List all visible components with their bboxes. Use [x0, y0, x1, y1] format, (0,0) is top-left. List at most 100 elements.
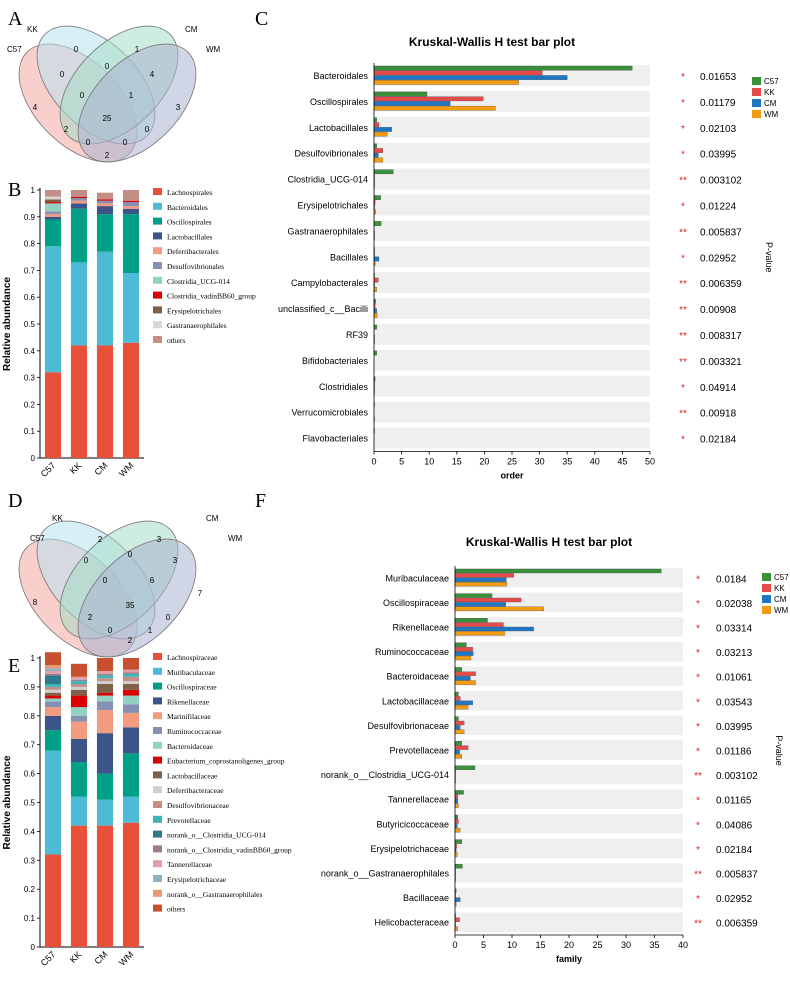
stack-segment-lactobacillaceae — [70, 689, 88, 696]
venn-label-wm: WM — [228, 534, 243, 543]
venn-count: 4 — [150, 70, 155, 79]
significance-stars: * — [696, 894, 700, 905]
bar-wm — [454, 582, 508, 587]
bar-kk — [373, 70, 543, 76]
venn-count: 2 — [105, 151, 110, 160]
p-value: 0.005837 — [700, 227, 742, 238]
p-value: 0.03995 — [700, 150, 737, 161]
legend-label: WM — [764, 110, 779, 119]
row-background — [374, 324, 650, 345]
legend-swatch — [153, 875, 162, 882]
x-tick-label: WM — [117, 460, 135, 478]
significance-stars: * — [696, 722, 700, 733]
legend-label: CM — [764, 99, 777, 108]
legend-label: Marinifilaceae — [167, 712, 211, 721]
stack-segment-oscillospirales — [122, 214, 140, 274]
stack-segment-norank-o-clostridia-vadinbb60-group — [44, 673, 62, 676]
stack-segment-gastranaerophilales — [44, 196, 62, 200]
venn-count: 25 — [103, 114, 112, 123]
row-label: RF39 — [346, 330, 368, 340]
stack-segment-desulfovibrionales — [70, 198, 88, 201]
stack-segment-desulfovibrionaceae — [44, 686, 62, 690]
stack-segment-eubacterium-coprostanoligenes-group — [122, 689, 140, 696]
significance-stars: ** — [679, 305, 687, 316]
x-tick-label: 10 — [507, 940, 517, 950]
row-label: Bacillaceae — [403, 893, 449, 903]
row-label: Desulfovibrionales — [294, 149, 368, 159]
venn-label-wm: WM — [206, 45, 221, 54]
stack-segment-eubacterium-coprostanoligenes-group — [96, 692, 114, 696]
p-value: 0.02103 — [700, 124, 737, 135]
y-tick-label: 0.7 — [24, 741, 36, 750]
x-tick-label: 45 — [617, 457, 627, 467]
significance-stars: ** — [679, 176, 687, 187]
legend-label: Tannerellaceae — [167, 860, 213, 869]
legend-label: WM — [774, 606, 789, 615]
p-value: 0.02184 — [716, 845, 753, 856]
legend-swatch — [153, 653, 162, 660]
bar-wm — [373, 131, 388, 137]
significance-stars: ** — [679, 409, 687, 420]
p-value: 0.0184 — [716, 574, 747, 585]
row-background — [374, 375, 650, 397]
kruskal-wallis-chart-family: Kruskal-Wallis H test bar plot Muribacula… — [321, 535, 789, 964]
legend-label: Clostridia_vadinBB60_group — [167, 292, 256, 301]
legend-label: Muribaculaceae — [167, 668, 216, 677]
venn-count: 0 — [80, 91, 85, 100]
legend-swatch — [153, 712, 162, 720]
bar-c57 — [454, 568, 662, 574]
legend-swatch — [153, 727, 162, 734]
row-label: norank_o__Gastranaerophilales — [321, 869, 450, 879]
legend-swatch — [153, 217, 162, 225]
stack-segment-desulfovibrionales — [96, 200, 114, 204]
legend-swatch — [153, 306, 162, 314]
y-axis-title: Relative abundance — [2, 755, 13, 849]
legend-swatch — [153, 276, 162, 284]
stack-segment-norank-o-clostridia-vadinbb60-group — [96, 673, 114, 676]
bar-c57 — [454, 814, 458, 820]
row-label: Clostridia_UCG-014 — [287, 175, 368, 185]
stack-segment-eubacterium-coprostanoligenes-group — [70, 695, 88, 708]
row-label: Bacteroidaceae — [386, 672, 449, 682]
legend-label: norank_o__Clostridia_UCG-014 — [167, 831, 266, 840]
bar-c57 — [373, 65, 633, 71]
bar-kk — [373, 277, 379, 283]
bar-kk — [454, 597, 522, 603]
bar-wm — [373, 80, 519, 85]
stack-segment-desulfovibrionaceae — [122, 676, 140, 682]
bar-cm — [454, 799, 458, 804]
significance-stars: * — [696, 747, 700, 758]
stack-segment-oscillospiraceae — [96, 773, 114, 800]
x-tick-label: CM — [92, 460, 109, 477]
legend-label: Erysipelotrichaceae — [167, 875, 227, 884]
stack-segment-lachnospirales — [96, 345, 114, 458]
significance-stars: * — [696, 820, 700, 831]
legend-label: C57 — [774, 573, 789, 582]
stack-segment-rikenellaceae — [122, 727, 140, 754]
venn-count: 2 — [64, 125, 69, 134]
panel-letter-d: D — [8, 490, 22, 512]
stack-segment-muribaculaceae — [96, 799, 114, 826]
stack-segment-eubacterium-coprostanoligenes-group — [44, 695, 62, 699]
stack-segment-deferribacteraceae — [70, 686, 88, 690]
significance-stars: * — [696, 648, 700, 659]
y-tick-label: 0.1 — [24, 427, 36, 436]
stack-segment-oscillospiraceae — [44, 730, 62, 751]
venn-count: 0 — [86, 138, 91, 147]
x-tick-label: 20 — [479, 457, 489, 467]
row-background — [374, 142, 650, 164]
stack-segment-lachnospirales — [122, 342, 140, 458]
stack-segment-lactobacillales — [122, 208, 140, 215]
stack-segment-prevotellaceae — [70, 681, 88, 685]
row-background — [374, 427, 650, 449]
venn-count: 1 — [148, 626, 153, 635]
row-background — [455, 887, 683, 908]
significance-stars: * — [696, 624, 700, 635]
legend-swatch — [153, 830, 162, 838]
legend-label: Ruminococcaceae — [167, 727, 222, 736]
p-value-axis-title: P-value — [774, 735, 784, 766]
row-label: Lactobacillaceae — [382, 696, 449, 706]
x-tick-label: 25 — [507, 457, 517, 467]
legend-swatch — [153, 889, 162, 897]
stack-segment-erysipelotrichales — [44, 199, 62, 203]
